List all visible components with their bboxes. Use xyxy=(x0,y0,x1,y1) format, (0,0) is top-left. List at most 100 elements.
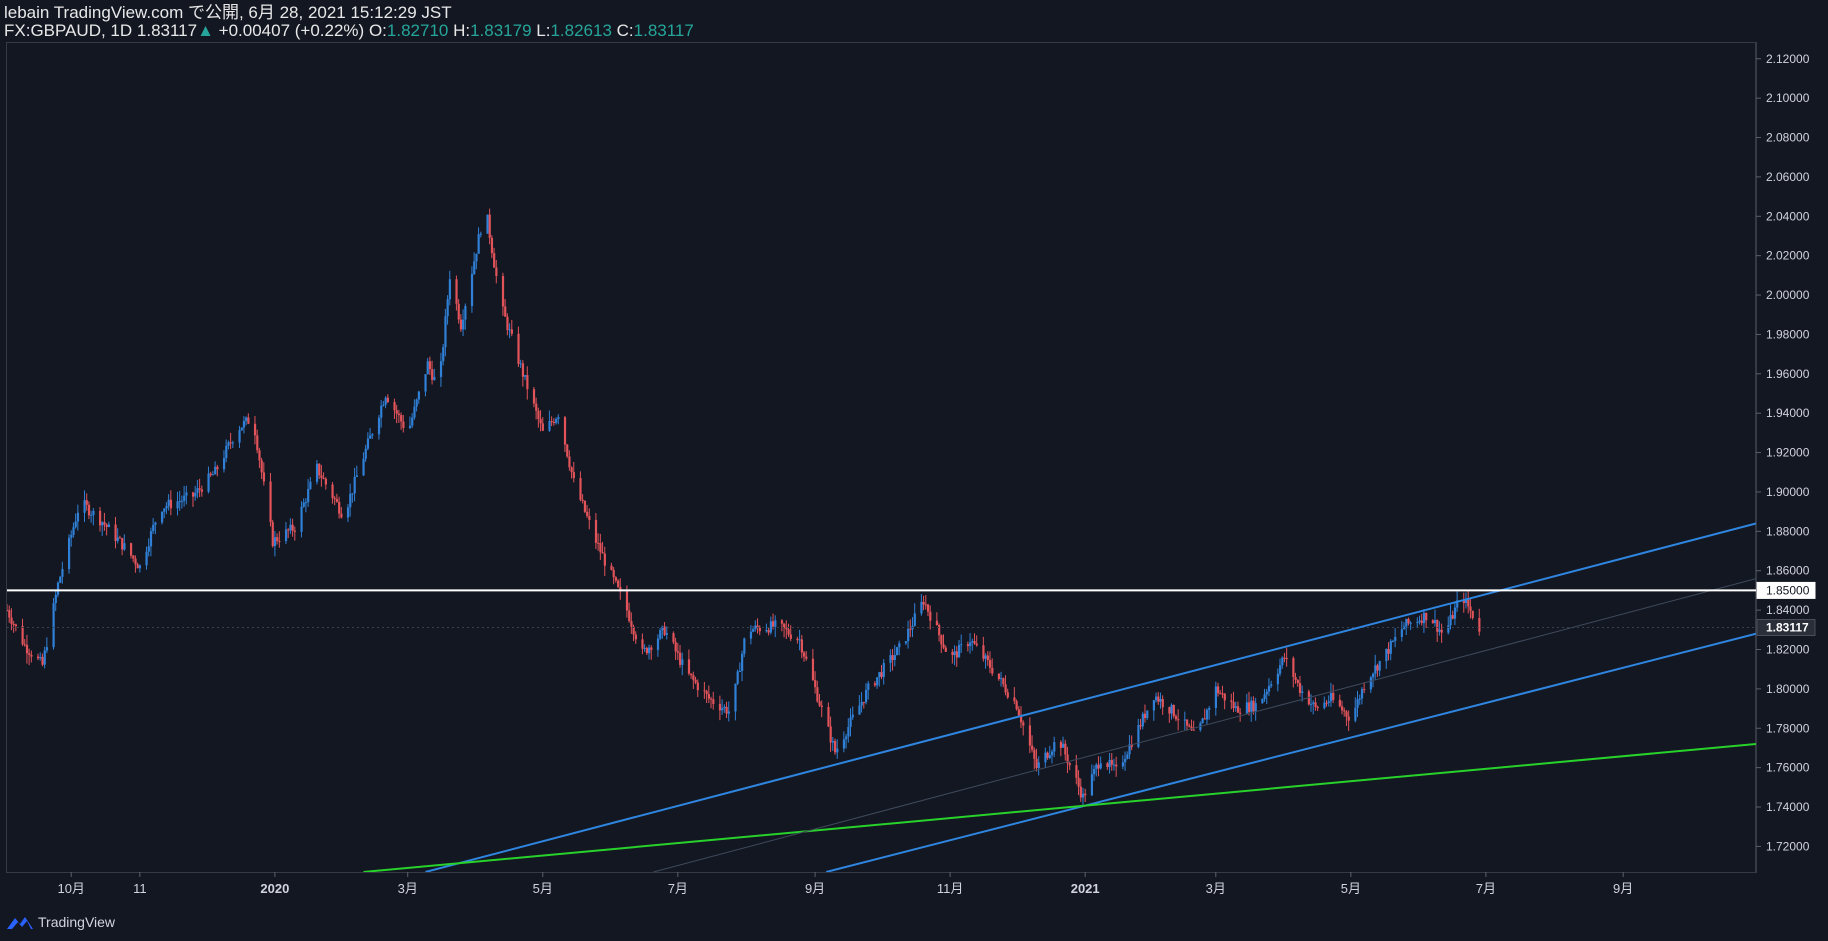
candle-body xyxy=(619,586,622,592)
candle-body xyxy=(428,361,432,370)
candle-body xyxy=(1205,709,1209,720)
candle-body xyxy=(408,425,412,428)
candle-body xyxy=(951,651,954,656)
candle-body xyxy=(957,644,961,658)
candle-body xyxy=(1316,706,1319,709)
candle-body xyxy=(23,644,26,646)
price-tick-label: 2.02000 xyxy=(1766,249,1810,263)
candle-body xyxy=(1075,765,1078,778)
candle-body xyxy=(346,507,350,518)
candle-body xyxy=(938,624,941,636)
chart-publish-info: lebain TradingView.com で公開, 6月 28, 2021 … xyxy=(4,3,452,22)
candle-body xyxy=(56,582,60,595)
candle-body xyxy=(145,551,148,566)
price-tick-label: 2.04000 xyxy=(1766,209,1810,223)
candle-body xyxy=(617,580,620,587)
candle-body xyxy=(1296,679,1299,684)
candle-body xyxy=(632,626,635,635)
candle-body xyxy=(400,415,403,422)
candle-body xyxy=(1422,612,1426,624)
candle-body xyxy=(1066,754,1069,764)
candle-body xyxy=(504,306,507,317)
trendline-channel-upper xyxy=(425,522,1756,872)
candle-body xyxy=(1190,726,1193,730)
chart-pane[interactable] xyxy=(6,42,1756,873)
candle-body xyxy=(891,655,894,661)
candle-body xyxy=(240,427,243,431)
open-value: 1.82710 xyxy=(386,21,449,40)
candle-body xyxy=(260,460,263,473)
candle-body xyxy=(269,481,272,523)
symbol-label[interactable]: FX:GBPAUD, 1D xyxy=(4,21,133,40)
candle-body xyxy=(842,739,846,749)
candle-body xyxy=(506,316,509,330)
price-tick-label: 2.06000 xyxy=(1766,170,1810,184)
candle-body xyxy=(907,628,910,642)
drawings-layer[interactable] xyxy=(7,522,1756,872)
price-tick-label: 1.74000 xyxy=(1766,800,1810,814)
candle-body xyxy=(333,498,336,500)
candle-body xyxy=(1265,691,1268,695)
candle-body xyxy=(351,493,354,495)
candle-body xyxy=(645,647,649,654)
candle-body xyxy=(1449,615,1452,626)
candle-body xyxy=(1467,598,1470,607)
candle-body xyxy=(920,601,923,614)
time-axis[interactable]: 10月 11 2020 3月 5月 7月 9月 11月 2021 3月 5月 7月 9月 xyxy=(57,872,1633,896)
candle-body xyxy=(845,736,848,740)
candle-body xyxy=(898,643,901,648)
candle-body xyxy=(1139,725,1142,727)
candle-body xyxy=(1431,620,1434,624)
tradingview-logo-icon xyxy=(7,917,33,929)
candle-body xyxy=(1033,749,1036,759)
candle-body xyxy=(1236,706,1240,713)
candle-body xyxy=(54,594,57,604)
price-tick-label: 1.78000 xyxy=(1766,721,1810,735)
candle-body xyxy=(880,672,883,677)
candle-body xyxy=(548,421,551,431)
candle-body xyxy=(1097,764,1100,769)
candle-body xyxy=(45,647,49,651)
candle-body xyxy=(105,524,108,527)
candle-body xyxy=(924,604,927,606)
candle-body xyxy=(229,442,232,444)
price-tick-label: 1.86000 xyxy=(1766,564,1810,578)
candle-body xyxy=(209,473,212,475)
candle-body xyxy=(727,711,730,714)
candle-body xyxy=(25,644,29,654)
candle-body xyxy=(1332,692,1335,700)
candle-body xyxy=(862,701,865,703)
time-tick-label: 3月 xyxy=(398,881,418,896)
price-tick-label: 1.72000 xyxy=(1766,839,1810,853)
candle-body xyxy=(1203,718,1206,720)
candle-body xyxy=(1276,673,1279,685)
candle-body xyxy=(1338,699,1341,707)
candle-body xyxy=(1385,648,1388,662)
candle-body xyxy=(1081,793,1085,798)
candle-body xyxy=(291,524,294,531)
last-price: 1.83117 xyxy=(136,21,198,40)
candle-body xyxy=(563,417,567,445)
candle-body xyxy=(1130,744,1133,747)
candle-body xyxy=(1389,640,1392,654)
candle-body xyxy=(893,655,896,661)
candles-layer xyxy=(7,208,1481,807)
candle-body xyxy=(676,651,680,653)
candle-body xyxy=(293,530,297,532)
candle-body xyxy=(198,488,201,490)
candle-body xyxy=(973,641,976,644)
candle-body xyxy=(749,631,753,639)
candle-body xyxy=(67,537,71,570)
candle-body xyxy=(663,626,666,635)
price-axis[interactable]: 2.12000 2.10000 2.08000 2.06000 2.04000 2.020… xyxy=(1756,52,1816,854)
candle-body xyxy=(1250,700,1253,712)
candle-body xyxy=(1186,719,1189,726)
candle-body xyxy=(1028,725,1032,746)
candle-body xyxy=(426,361,429,375)
candle-body xyxy=(1188,725,1191,727)
candle-body xyxy=(495,267,498,277)
candle-body xyxy=(14,624,18,626)
candle-body xyxy=(196,488,199,493)
candle-body xyxy=(1279,665,1282,674)
